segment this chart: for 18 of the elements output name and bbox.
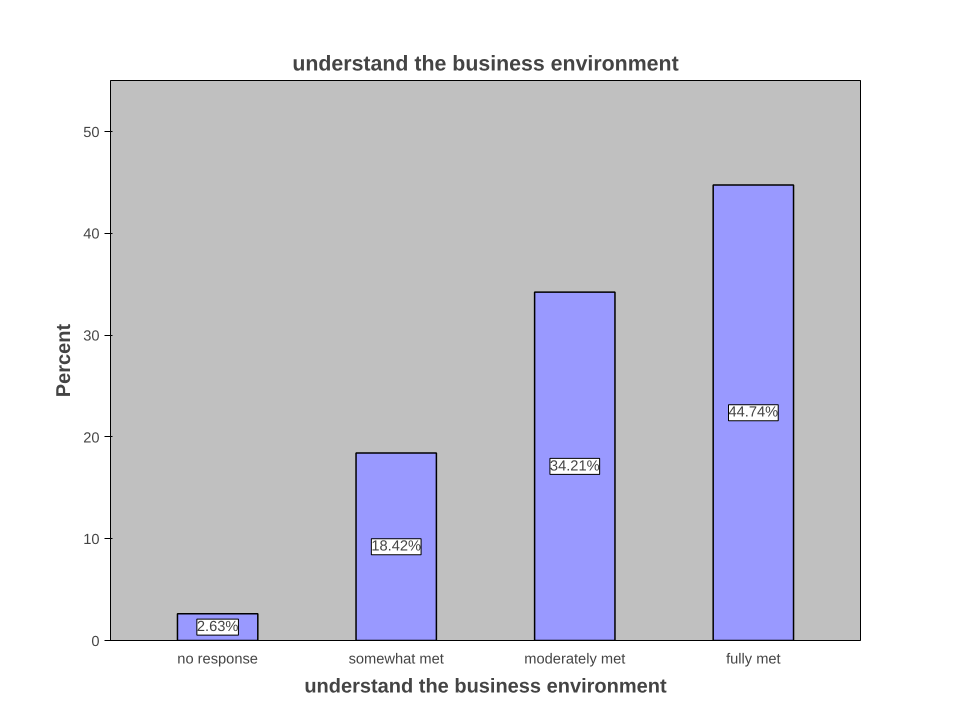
y-axis-title: Percent <box>53 323 76 398</box>
bar <box>355 452 438 640</box>
y-tick-label: 30 <box>83 328 100 345</box>
data-label: 18.42% <box>371 538 422 555</box>
chart-title: understand the business environment <box>292 52 679 76</box>
bar <box>534 291 616 640</box>
x-tick-label: somewhat met <box>348 652 444 668</box>
x-tick-label: no response <box>177 652 258 668</box>
data-label: 2.63% <box>196 619 238 636</box>
x-tick-label: moderately met <box>524 652 626 668</box>
y-tick-label: 50 <box>83 124 100 141</box>
x-axis-title: understand the business environment <box>304 676 667 698</box>
y-tick-label: 20 <box>83 430 100 446</box>
x-tick-label: fully met <box>726 652 781 668</box>
y-tick-label: 0 <box>91 634 100 650</box>
y-tick-label: 40 <box>83 226 100 243</box>
bar <box>712 184 794 640</box>
y-tick-label: 10 <box>83 532 100 548</box>
